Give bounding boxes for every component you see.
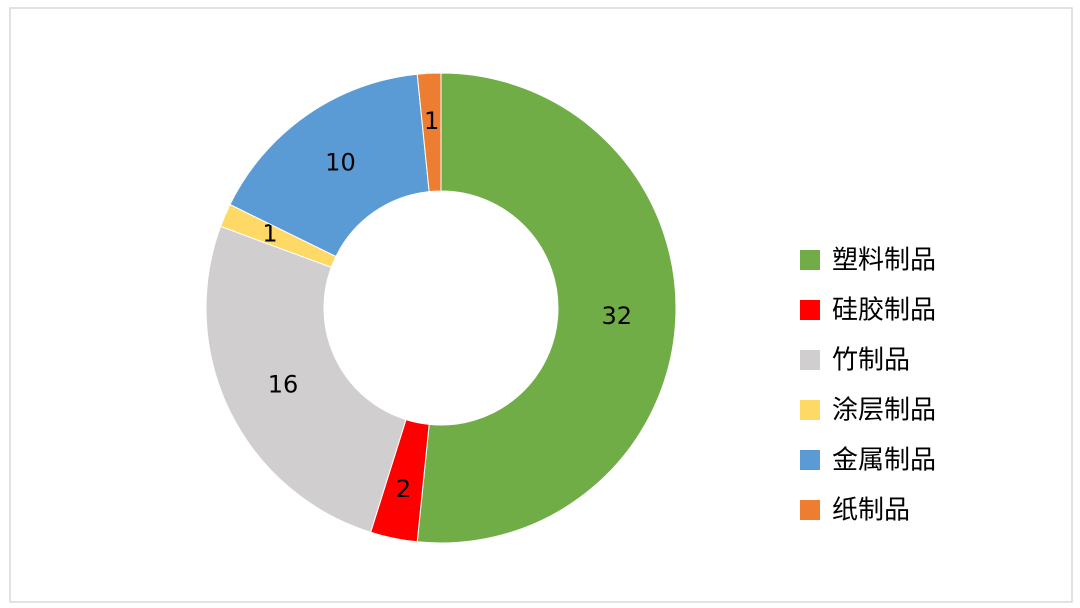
legend-swatch [800, 250, 820, 270]
legend-label: 纸制品 [832, 496, 910, 526]
legend-swatch [800, 500, 820, 520]
legend-swatch [800, 400, 820, 420]
data-label: 32 [602, 302, 633, 330]
legend-label: 金属制品 [832, 446, 936, 476]
legend-label: 塑料制品 [832, 246, 936, 276]
data-label: 1 [262, 220, 277, 248]
legend-label: 竹制品 [832, 346, 910, 376]
legend-swatch [800, 450, 820, 470]
legend-label: 涂层制品 [832, 396, 936, 426]
donut-slice [229, 73, 430, 258]
donut-slice [205, 225, 407, 533]
legend-swatch [800, 350, 820, 370]
data-label: 10 [325, 149, 356, 177]
donut-slice [416, 72, 442, 193]
data-label: 2 [396, 475, 411, 503]
data-label: 16 [268, 371, 299, 399]
donut-slice [416, 72, 677, 544]
legend-swatch [800, 300, 820, 320]
data-label: 1 [424, 107, 439, 135]
legend-label: 硅胶制品 [832, 296, 936, 326]
